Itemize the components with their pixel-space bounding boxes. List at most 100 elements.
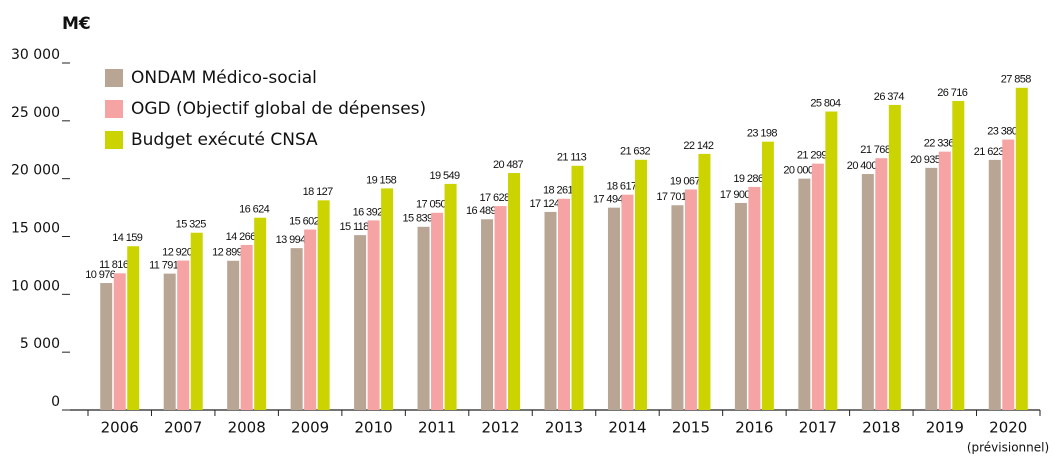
value-label: 19 286	[733, 173, 764, 185]
value-label: 21 113	[557, 152, 587, 164]
value-label: 25 804	[810, 97, 841, 109]
y-tick-label: 25 000	[11, 105, 60, 121]
value-label: 21 632	[620, 146, 651, 158]
x-tick-label: 2019	[926, 419, 964, 437]
annotation: (prévisionnel)	[967, 441, 1049, 455]
value-label: 23 380	[987, 125, 1018, 137]
x-tick-label: 2013	[545, 419, 583, 437]
bar	[304, 229, 317, 410]
value-label: 18 617	[606, 181, 637, 193]
value-label: 15 602	[289, 215, 320, 227]
x-tick-label: 2017	[799, 419, 837, 437]
value-label: 20 000	[783, 165, 814, 177]
x-tick-label: 2009	[291, 419, 329, 437]
legend-swatch	[105, 131, 123, 149]
bar	[190, 232, 203, 410]
bar	[367, 220, 380, 410]
value-label: 14 159	[112, 232, 143, 244]
value-label: 15 839	[403, 213, 434, 225]
bar	[431, 212, 444, 410]
legend-label: OGD (Objectif global de dépenses)	[131, 99, 426, 119]
bar	[240, 244, 253, 410]
y-tick-label: 10 000	[11, 278, 60, 294]
bar	[417, 226, 430, 410]
value-label: 22 336	[924, 138, 955, 150]
value-label: 11 816	[99, 259, 129, 271]
value-label: 16 392	[353, 206, 384, 218]
bar	[227, 260, 240, 410]
x-tick-label: 2018	[862, 419, 900, 437]
bar	[988, 159, 1001, 410]
y-tick-label: 0	[51, 394, 60, 410]
x-tick-label: 2012	[481, 419, 519, 437]
value-label: 19 067	[670, 175, 701, 187]
x-tick-label: 2016	[735, 419, 773, 437]
bar	[607, 207, 620, 410]
bar	[127, 246, 140, 410]
bar	[163, 273, 176, 410]
x-tick-label: 2014	[608, 419, 646, 437]
value-label: 26 716	[937, 87, 968, 99]
value-label: 15 118	[339, 221, 369, 233]
bar	[798, 178, 811, 410]
bar	[875, 158, 888, 410]
x-tick-label: 2007	[164, 419, 202, 437]
value-label: 18 261	[543, 185, 574, 197]
y-tick-label: 15 000	[11, 221, 60, 237]
value-label: 26 374	[874, 91, 905, 103]
value-label: 18 127	[303, 186, 334, 198]
value-label: 20 487	[493, 159, 524, 171]
bar	[290, 248, 303, 410]
bar	[317, 200, 330, 410]
bar	[571, 165, 584, 410]
value-label: 11 791	[149, 260, 179, 272]
bar	[952, 100, 965, 411]
bar	[761, 141, 774, 411]
value-label: 20 935	[910, 154, 941, 166]
value-label: 12 899	[212, 247, 243, 259]
value-label: 22 142	[683, 140, 714, 152]
bar	[925, 167, 938, 410]
bar	[888, 104, 901, 410]
bar	[698, 153, 711, 410]
value-label: 16 489	[466, 205, 497, 217]
bar	[508, 173, 521, 410]
bar	[938, 151, 951, 411]
value-label: 10 976	[85, 269, 116, 281]
value-label: 21 299	[797, 150, 828, 162]
bar	[381, 188, 394, 410]
legend-label: Budget exécuté CNSA	[131, 130, 318, 150]
legend-label: ONDAM Médico-social	[131, 68, 317, 88]
value-label: 17 494	[593, 194, 624, 206]
value-label: 20 400	[847, 160, 878, 172]
bar	[825, 111, 838, 411]
x-tick-label: 2020	[989, 419, 1027, 437]
value-label: 17 050	[416, 199, 447, 211]
value-label: 17 124	[529, 198, 560, 210]
bar	[634, 159, 647, 410]
value-label: 23 198	[747, 128, 778, 140]
bar	[494, 206, 507, 410]
bar	[558, 198, 570, 410]
legend-swatch	[105, 100, 123, 118]
y-tick-label: 5 000	[20, 336, 60, 352]
x-tick-label: 2015	[672, 419, 710, 437]
value-label: 16 624	[239, 204, 270, 216]
y-tick-label: 20 000	[11, 163, 60, 179]
value-label: 21 623	[974, 146, 1005, 158]
bar	[254, 217, 267, 410]
value-label: 27 858	[1001, 74, 1032, 86]
value-label: 19 158	[366, 174, 397, 186]
bar	[734, 202, 747, 410]
x-tick-label: 2008	[228, 419, 266, 437]
value-label: 17 900	[720, 189, 751, 201]
bar	[113, 273, 126, 410]
x-tick-label: 2010	[355, 419, 393, 437]
bar	[671, 205, 684, 410]
legend-swatch	[105, 69, 123, 87]
bar	[1002, 139, 1015, 410]
bar	[354, 235, 367, 410]
bar	[621, 194, 634, 410]
unit-label: M€	[62, 14, 91, 34]
bar	[177, 260, 190, 410]
